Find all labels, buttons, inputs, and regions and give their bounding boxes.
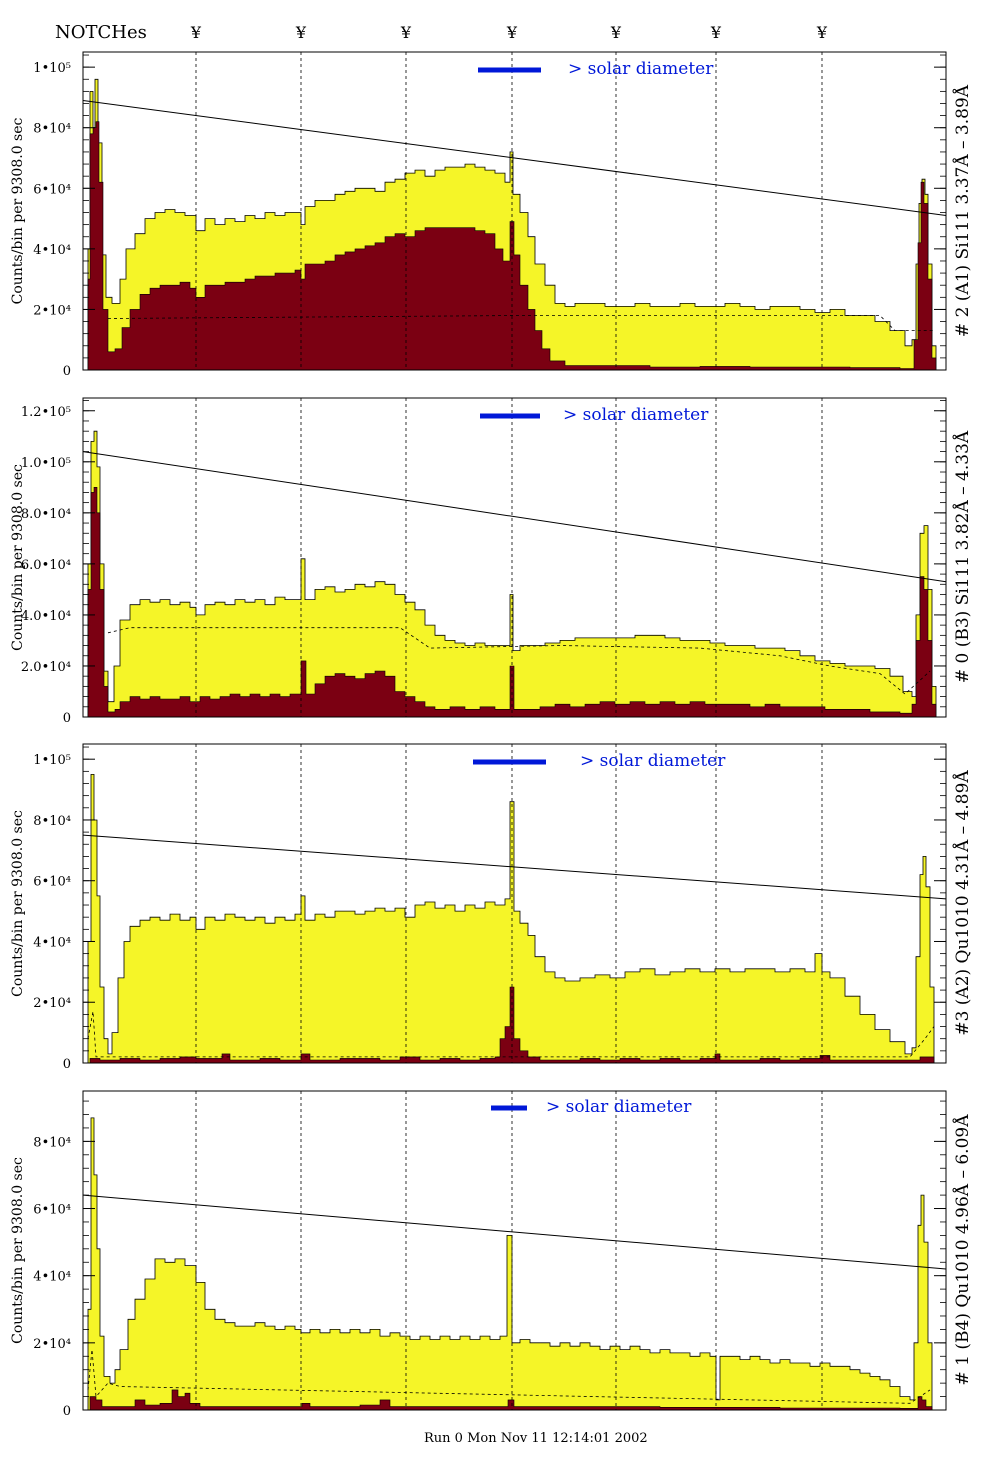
ytick-label-1-1: 2.0•10⁴ bbox=[21, 660, 71, 675]
plot-frame-1 bbox=[82, 397, 947, 718]
ytick-label-1-3: 6.0•10⁴ bbox=[21, 558, 71, 573]
ytick-label-1-5: 1.0•10⁵ bbox=[21, 456, 71, 471]
reference-curve-2 bbox=[87, 1011, 935, 1058]
notch-mark-2: ¥ bbox=[400, 23, 412, 42]
legend-label-2: > solar diameter bbox=[580, 751, 726, 771]
ytick-label-3-3: 6•10⁴ bbox=[33, 1203, 71, 1218]
ytick-label-1-4: 8.0•10⁴ bbox=[21, 507, 71, 522]
ytick-label-2-1: 2•10⁴ bbox=[33, 996, 71, 1011]
plot-area-3 bbox=[83, 1091, 946, 1410]
subset-histogram-1 bbox=[85, 487, 937, 717]
plot-frame-3 bbox=[82, 1090, 947, 1411]
total-histogram-3 bbox=[85, 1117, 933, 1410]
total-histogram-2 bbox=[85, 774, 935, 1063]
notch-mark-0: ¥ bbox=[190, 23, 202, 42]
ytick-label-3-1: 2•10⁴ bbox=[33, 1337, 71, 1352]
ytick-label-2-3: 6•10⁴ bbox=[33, 875, 71, 890]
subset-histogram-2 bbox=[85, 986, 935, 1063]
reference-curve-0 bbox=[107, 315, 935, 331]
notch-marks: ¥ ¥ ¥ ¥ ¥ ¥ ¥ bbox=[190, 23, 828, 42]
plot-frame-2 bbox=[82, 743, 947, 1064]
ytick-label-3-4: 8•10⁴ bbox=[33, 1135, 71, 1150]
side-label-1: # 0 (B3) Si111 3.82Å – 4.33Å bbox=[952, 430, 973, 683]
trend-line-1 bbox=[83, 451, 946, 583]
notch-mark-1: ¥ bbox=[295, 23, 307, 42]
ytick-label-2-0: 0 bbox=[63, 1057, 71, 1072]
notch-title: NOTCHes bbox=[55, 22, 147, 43]
subset-histogram-3 bbox=[85, 1389, 933, 1410]
notch-mark-3: ¥ bbox=[506, 23, 518, 42]
notch-mark-5: ¥ bbox=[710, 23, 722, 42]
reference-curve-3 bbox=[87, 1349, 931, 1404]
ytick-label-0-1: 2•10⁴ bbox=[33, 303, 71, 318]
plot-area-2 bbox=[83, 744, 946, 1063]
panel-1: 0 2.0•10⁴ 4.0•10⁴ 6.0•10⁴ 8.0•10⁴ 1.0•10⁵ 1.2•… bbox=[10, 397, 973, 726]
ytick-label-0-2: 4•10⁴ bbox=[33, 243, 71, 258]
trend-line-2 bbox=[83, 834, 946, 900]
notch-mark-6: ¥ bbox=[816, 23, 828, 42]
ytick-label-1-0: 0 bbox=[63, 711, 71, 726]
panels: 0 2•10⁴ 4•10⁴ 6•10⁴ 8•10⁴ 1•10⁵ Counts/bin per… bbox=[10, 51, 973, 1419]
panel-3: 0 2•10⁴ 4•10⁴ 6•10⁴ 8•10⁴ Counts/bin per 9308… bbox=[10, 1090, 973, 1419]
run-footer: Run 0 Mon Nov 11 12:14:01 2002 bbox=[424, 1431, 648, 1446]
ylabel-1: Counts/bin per 9308.0 sec bbox=[10, 464, 26, 651]
plot-area-1 bbox=[83, 398, 946, 717]
side-label-0: # 2 (A1) Si111 3.37Å – 3.89Å bbox=[952, 84, 973, 337]
ytick-label-0-3: 6•10⁴ bbox=[33, 182, 71, 197]
legend-label-3: > solar diameter bbox=[546, 1097, 692, 1117]
legend-label-1: > solar diameter bbox=[563, 405, 709, 425]
ytick-label-1-2: 4.0•10⁴ bbox=[21, 609, 71, 624]
ytick-label-2-2: 4•10⁴ bbox=[33, 935, 71, 950]
legend-label-0: > solar diameter bbox=[568, 59, 714, 79]
plot-area-0 bbox=[83, 52, 946, 370]
plot-frame-0 bbox=[82, 51, 947, 371]
ytick-label-0-4: 8•10⁴ bbox=[33, 122, 71, 137]
total-histogram-1 bbox=[85, 430, 937, 717]
panel-2: 0 2•10⁴ 4•10⁴ 6•10⁴ 8•10⁴ 1•10⁵ Counts/bin per… bbox=[10, 743, 973, 1072]
subset-histogram-0 bbox=[85, 121, 937, 370]
ytick-label-3-2: 4•10⁴ bbox=[33, 1270, 71, 1285]
trend-line-3 bbox=[83, 1194, 946, 1270]
panel-0: 0 2•10⁴ 4•10⁴ 6•10⁴ 8•10⁴ 1•10⁵ Counts/bin per… bbox=[10, 51, 973, 379]
ytick-label-2-5: 1•10⁵ bbox=[33, 753, 71, 768]
side-label-2: #3 (A2) Qu1010 4.31Å – 4.89Å bbox=[952, 770, 973, 1036]
trend-line-0 bbox=[83, 100, 946, 216]
ylabel-2: Counts/bin per 9308.0 sec bbox=[10, 810, 26, 997]
ytick-label-3-0: 0 bbox=[63, 1404, 71, 1419]
notch-mark-4: ¥ bbox=[610, 23, 622, 42]
notch-header: NOTCHes ¥ ¥ ¥ ¥ ¥ ¥ ¥ bbox=[55, 22, 828, 43]
ylabel-0: Counts/bin per 9308.0 sec bbox=[10, 117, 26, 304]
ytick-label-0-5: 1•10⁵ bbox=[33, 61, 71, 76]
ylabel-3: Counts/bin per 9308.0 sec bbox=[10, 1157, 26, 1344]
side-label-3: # 1 (B4) Qu1010 4.96Å – 6.09Å bbox=[952, 1114, 973, 1386]
ytick-label-2-4: 8•10⁴ bbox=[33, 814, 71, 829]
ytick-label-0-0: 0 bbox=[63, 364, 71, 379]
ytick-label-1-6: 1.2•10⁵ bbox=[21, 405, 71, 420]
